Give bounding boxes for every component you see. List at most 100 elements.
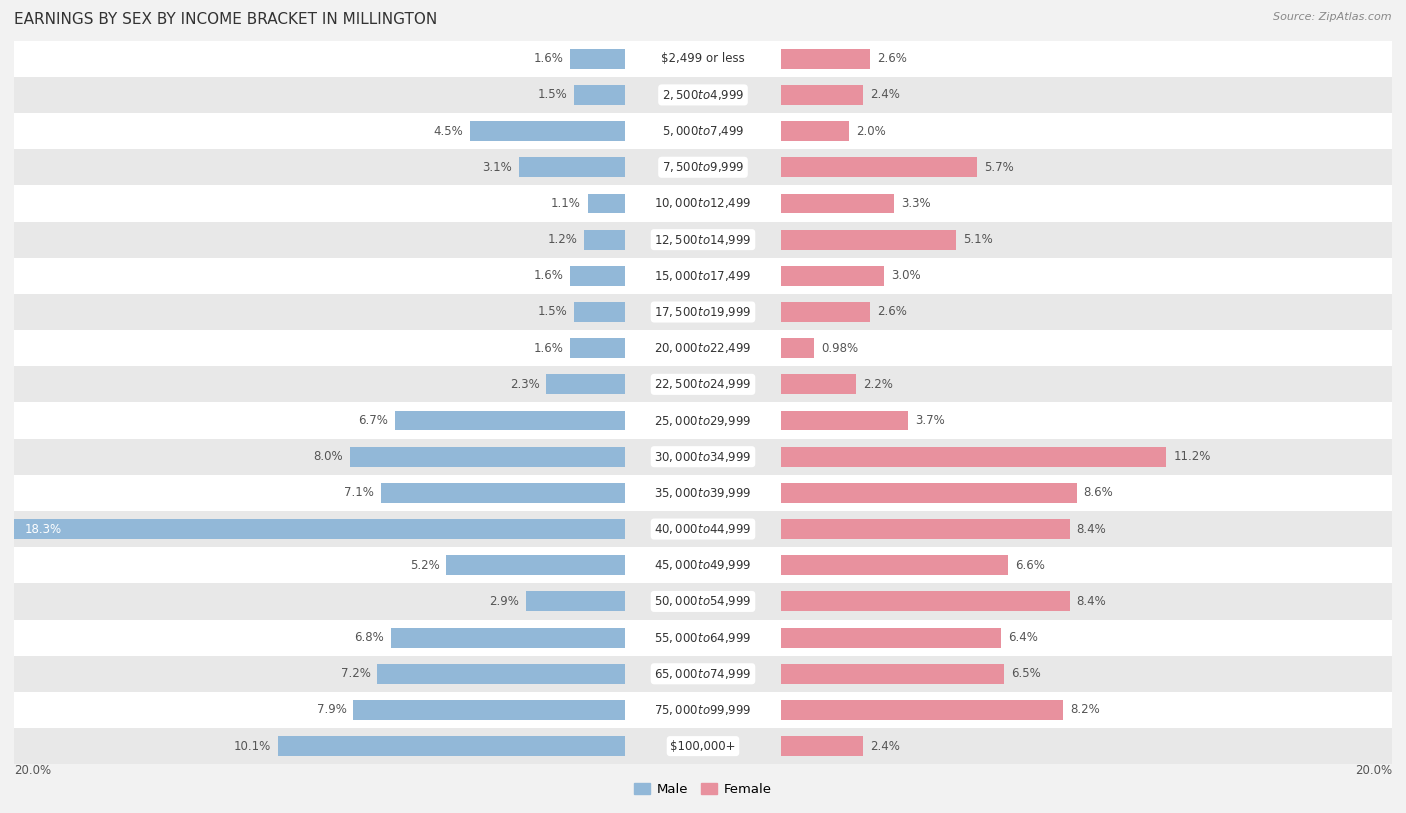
Text: $50,000 to $54,999: $50,000 to $54,999 [654, 594, 752, 608]
Bar [574, 302, 626, 322]
Text: $7,500 to $9,999: $7,500 to $9,999 [662, 160, 744, 174]
Text: 18.3%: 18.3% [24, 523, 62, 536]
Bar [391, 628, 626, 647]
Bar [780, 302, 870, 322]
Text: $65,000 to $74,999: $65,000 to $74,999 [654, 667, 752, 680]
Text: $100,000+: $100,000+ [671, 740, 735, 753]
Bar [780, 193, 894, 213]
Text: $12,500 to $14,999: $12,500 to $14,999 [654, 233, 752, 246]
Bar [780, 592, 1070, 611]
Bar [14, 439, 1392, 475]
Bar [547, 375, 626, 394]
Text: 10.1%: 10.1% [233, 740, 271, 753]
Bar [14, 655, 1392, 692]
Text: 4.5%: 4.5% [434, 124, 464, 137]
Text: 1.2%: 1.2% [547, 233, 578, 246]
Text: 2.9%: 2.9% [489, 595, 519, 608]
Bar [14, 77, 1392, 113]
Bar [519, 158, 626, 177]
Bar [14, 620, 1392, 655]
Bar [780, 49, 870, 68]
Bar [377, 664, 626, 684]
Text: 2.6%: 2.6% [877, 306, 907, 319]
Bar [14, 692, 1392, 728]
Bar [780, 85, 863, 105]
Text: 2.0%: 2.0% [856, 124, 886, 137]
Text: 8.0%: 8.0% [314, 450, 343, 463]
Bar [14, 258, 1392, 294]
Text: $17,500 to $19,999: $17,500 to $19,999 [654, 305, 752, 319]
Text: 3.1%: 3.1% [482, 161, 512, 174]
Bar [14, 402, 1392, 439]
Bar [14, 113, 1392, 150]
Bar [14, 584, 1392, 620]
Bar [526, 592, 626, 611]
Bar [277, 737, 626, 756]
Text: 8.2%: 8.2% [1070, 703, 1099, 716]
Text: 1.6%: 1.6% [534, 341, 564, 354]
Bar [780, 266, 884, 285]
Bar [14, 150, 1392, 185]
Bar [14, 185, 1392, 221]
Text: $2,500 to $4,999: $2,500 to $4,999 [662, 88, 744, 102]
Text: 20.0%: 20.0% [14, 764, 51, 777]
Text: 5.1%: 5.1% [963, 233, 993, 246]
Bar [571, 266, 626, 285]
Bar [588, 193, 626, 213]
Bar [14, 294, 1392, 330]
Text: 6.4%: 6.4% [1008, 631, 1038, 644]
Text: 1.5%: 1.5% [537, 306, 567, 319]
Text: 5.2%: 5.2% [409, 559, 440, 572]
Bar [780, 520, 1070, 539]
Text: $35,000 to $39,999: $35,000 to $39,999 [654, 486, 752, 500]
Text: 11.2%: 11.2% [1173, 450, 1211, 463]
Text: $40,000 to $44,999: $40,000 to $44,999 [654, 522, 752, 536]
Text: 2.2%: 2.2% [863, 378, 893, 391]
Bar [353, 700, 626, 720]
Text: 1.6%: 1.6% [534, 269, 564, 282]
Text: $22,500 to $24,999: $22,500 to $24,999 [654, 377, 752, 391]
Bar [395, 411, 626, 430]
Text: 6.5%: 6.5% [1011, 667, 1040, 680]
Bar [350, 447, 626, 467]
Text: $15,000 to $17,499: $15,000 to $17,499 [654, 269, 752, 283]
Bar [571, 49, 626, 68]
Bar [14, 222, 1392, 258]
Text: 20.0%: 20.0% [1355, 764, 1392, 777]
Bar [571, 338, 626, 358]
Text: 6.6%: 6.6% [1015, 559, 1045, 572]
Text: $30,000 to $34,999: $30,000 to $34,999 [654, 450, 752, 463]
Bar [780, 737, 863, 756]
Text: 7.1%: 7.1% [344, 486, 374, 499]
Text: 7.2%: 7.2% [340, 667, 371, 680]
Bar [446, 555, 626, 575]
Bar [780, 664, 1004, 684]
Text: 2.3%: 2.3% [509, 378, 540, 391]
Text: 3.3%: 3.3% [901, 197, 931, 210]
Bar [381, 483, 626, 502]
Text: 2.6%: 2.6% [877, 52, 907, 65]
Bar [14, 547, 1392, 584]
Bar [780, 338, 814, 358]
Text: 5.7%: 5.7% [984, 161, 1014, 174]
Text: 2.4%: 2.4% [870, 740, 900, 753]
Text: $75,000 to $99,999: $75,000 to $99,999 [654, 703, 752, 717]
Bar [780, 555, 1008, 575]
Text: 0.98%: 0.98% [821, 341, 858, 354]
Bar [780, 411, 908, 430]
Text: 1.6%: 1.6% [534, 52, 564, 65]
Text: 8.4%: 8.4% [1077, 523, 1107, 536]
Bar [780, 121, 849, 141]
Bar [780, 483, 1077, 502]
Text: $45,000 to $49,999: $45,000 to $49,999 [654, 559, 752, 572]
Bar [780, 628, 1001, 647]
Text: 6.8%: 6.8% [354, 631, 384, 644]
Text: 2.4%: 2.4% [870, 89, 900, 102]
Text: $20,000 to $22,499: $20,000 to $22,499 [654, 341, 752, 355]
Text: $10,000 to $12,499: $10,000 to $12,499 [654, 197, 752, 211]
Bar [574, 85, 626, 105]
Bar [14, 366, 1392, 402]
Bar [0, 520, 626, 539]
Text: 3.0%: 3.0% [891, 269, 921, 282]
Bar [780, 700, 1063, 720]
